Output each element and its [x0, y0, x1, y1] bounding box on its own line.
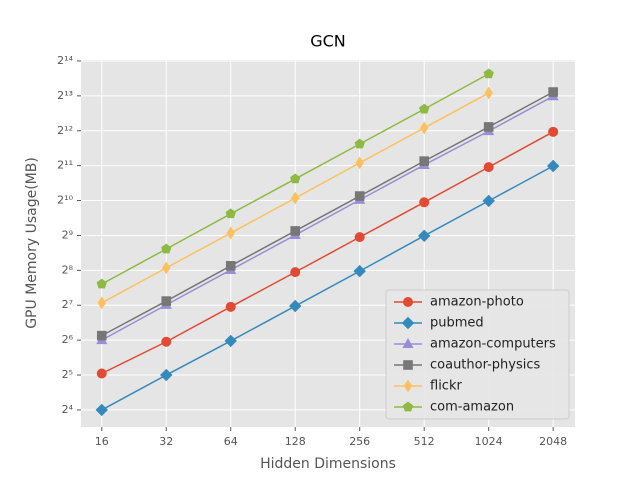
marker: [354, 191, 365, 201]
marker: [290, 267, 301, 278]
marker: [161, 243, 172, 254]
marker: [417, 229, 431, 243]
marker: [354, 232, 365, 243]
marker: [484, 86, 493, 100]
marker: [483, 162, 494, 173]
x-tick-label: 2048: [539, 435, 567, 448]
y-tick-label: 2¹⁰: [57, 194, 73, 207]
marker: [290, 173, 301, 184]
marker: [483, 122, 494, 132]
x-tick-label: 16: [95, 435, 109, 448]
marker: [403, 360, 413, 370]
series-line: [101, 91, 554, 337]
x-tick-label: 256: [349, 435, 370, 448]
marker: [160, 368, 173, 382]
marker: [226, 226, 235, 240]
marker: [419, 121, 429, 135]
x-tick-label: 1024: [475, 435, 503, 448]
series-line: [101, 131, 554, 375]
marker: [224, 334, 237, 348]
marker: [401, 316, 415, 330]
marker: [225, 301, 236, 312]
marker: [548, 126, 559, 137]
marker: [290, 226, 301, 236]
legend-box: [385, 289, 570, 420]
y-tick-label: 2⁴: [62, 403, 74, 416]
y-tick-label: 2⁷: [62, 298, 73, 311]
marker: [483, 68, 494, 79]
marker: [402, 401, 414, 412]
legend-label: flickr: [430, 379, 462, 394]
legend-label: com-amazon: [430, 400, 514, 415]
marker: [95, 403, 108, 417]
marker: [353, 264, 366, 278]
marker: [402, 337, 414, 348]
x-tick-label: 512: [414, 435, 435, 448]
marker: [162, 261, 171, 275]
marker: [289, 299, 302, 313]
x-axis-label: Hidden Dimensions: [260, 456, 396, 472]
y-tick-label: 2⁵: [62, 368, 73, 381]
marker: [96, 368, 107, 379]
marker: [96, 278, 107, 289]
marker: [97, 296, 106, 310]
marker: [354, 138, 365, 149]
marker: [419, 156, 429, 166]
marker: [161, 296, 172, 306]
x-tick-label: 128: [285, 435, 306, 448]
marker: [225, 208, 236, 219]
marker: [419, 197, 430, 208]
y-tick-label: 2⁹: [62, 228, 73, 241]
series-line: [101, 95, 554, 341]
legend-label: coauthor-physics: [430, 358, 541, 373]
series-line: [101, 165, 554, 411]
legend-label: pubmed: [430, 316, 484, 331]
x-tick-label: 64: [224, 435, 238, 448]
marker: [225, 261, 236, 271]
legend-label: amazon-photo: [430, 295, 524, 310]
y-tick-label: 2¹²: [57, 124, 73, 137]
legend-label: amazon-computers: [430, 337, 556, 352]
marker: [291, 191, 300, 205]
y-tick-label: 2¹³: [57, 89, 73, 102]
chart-title: GCN: [310, 32, 346, 51]
y-axis-label: GPU Memory Usage(MB): [24, 157, 40, 329]
marker: [403, 297, 413, 307]
marker: [548, 87, 558, 97]
y-tick-label: 2¹¹: [57, 159, 73, 172]
marker: [96, 330, 107, 341]
y-tick-label: 2¹⁴: [57, 54, 73, 67]
marker: [161, 336, 172, 347]
y-tick-label: 2⁶: [62, 333, 74, 346]
marker: [355, 156, 364, 170]
x-tick-label: 32: [159, 435, 173, 448]
marker: [419, 103, 430, 114]
y-tick-label: 2⁸: [62, 263, 74, 276]
marker: [546, 159, 560, 173]
marker: [403, 379, 413, 393]
marker: [482, 194, 495, 208]
